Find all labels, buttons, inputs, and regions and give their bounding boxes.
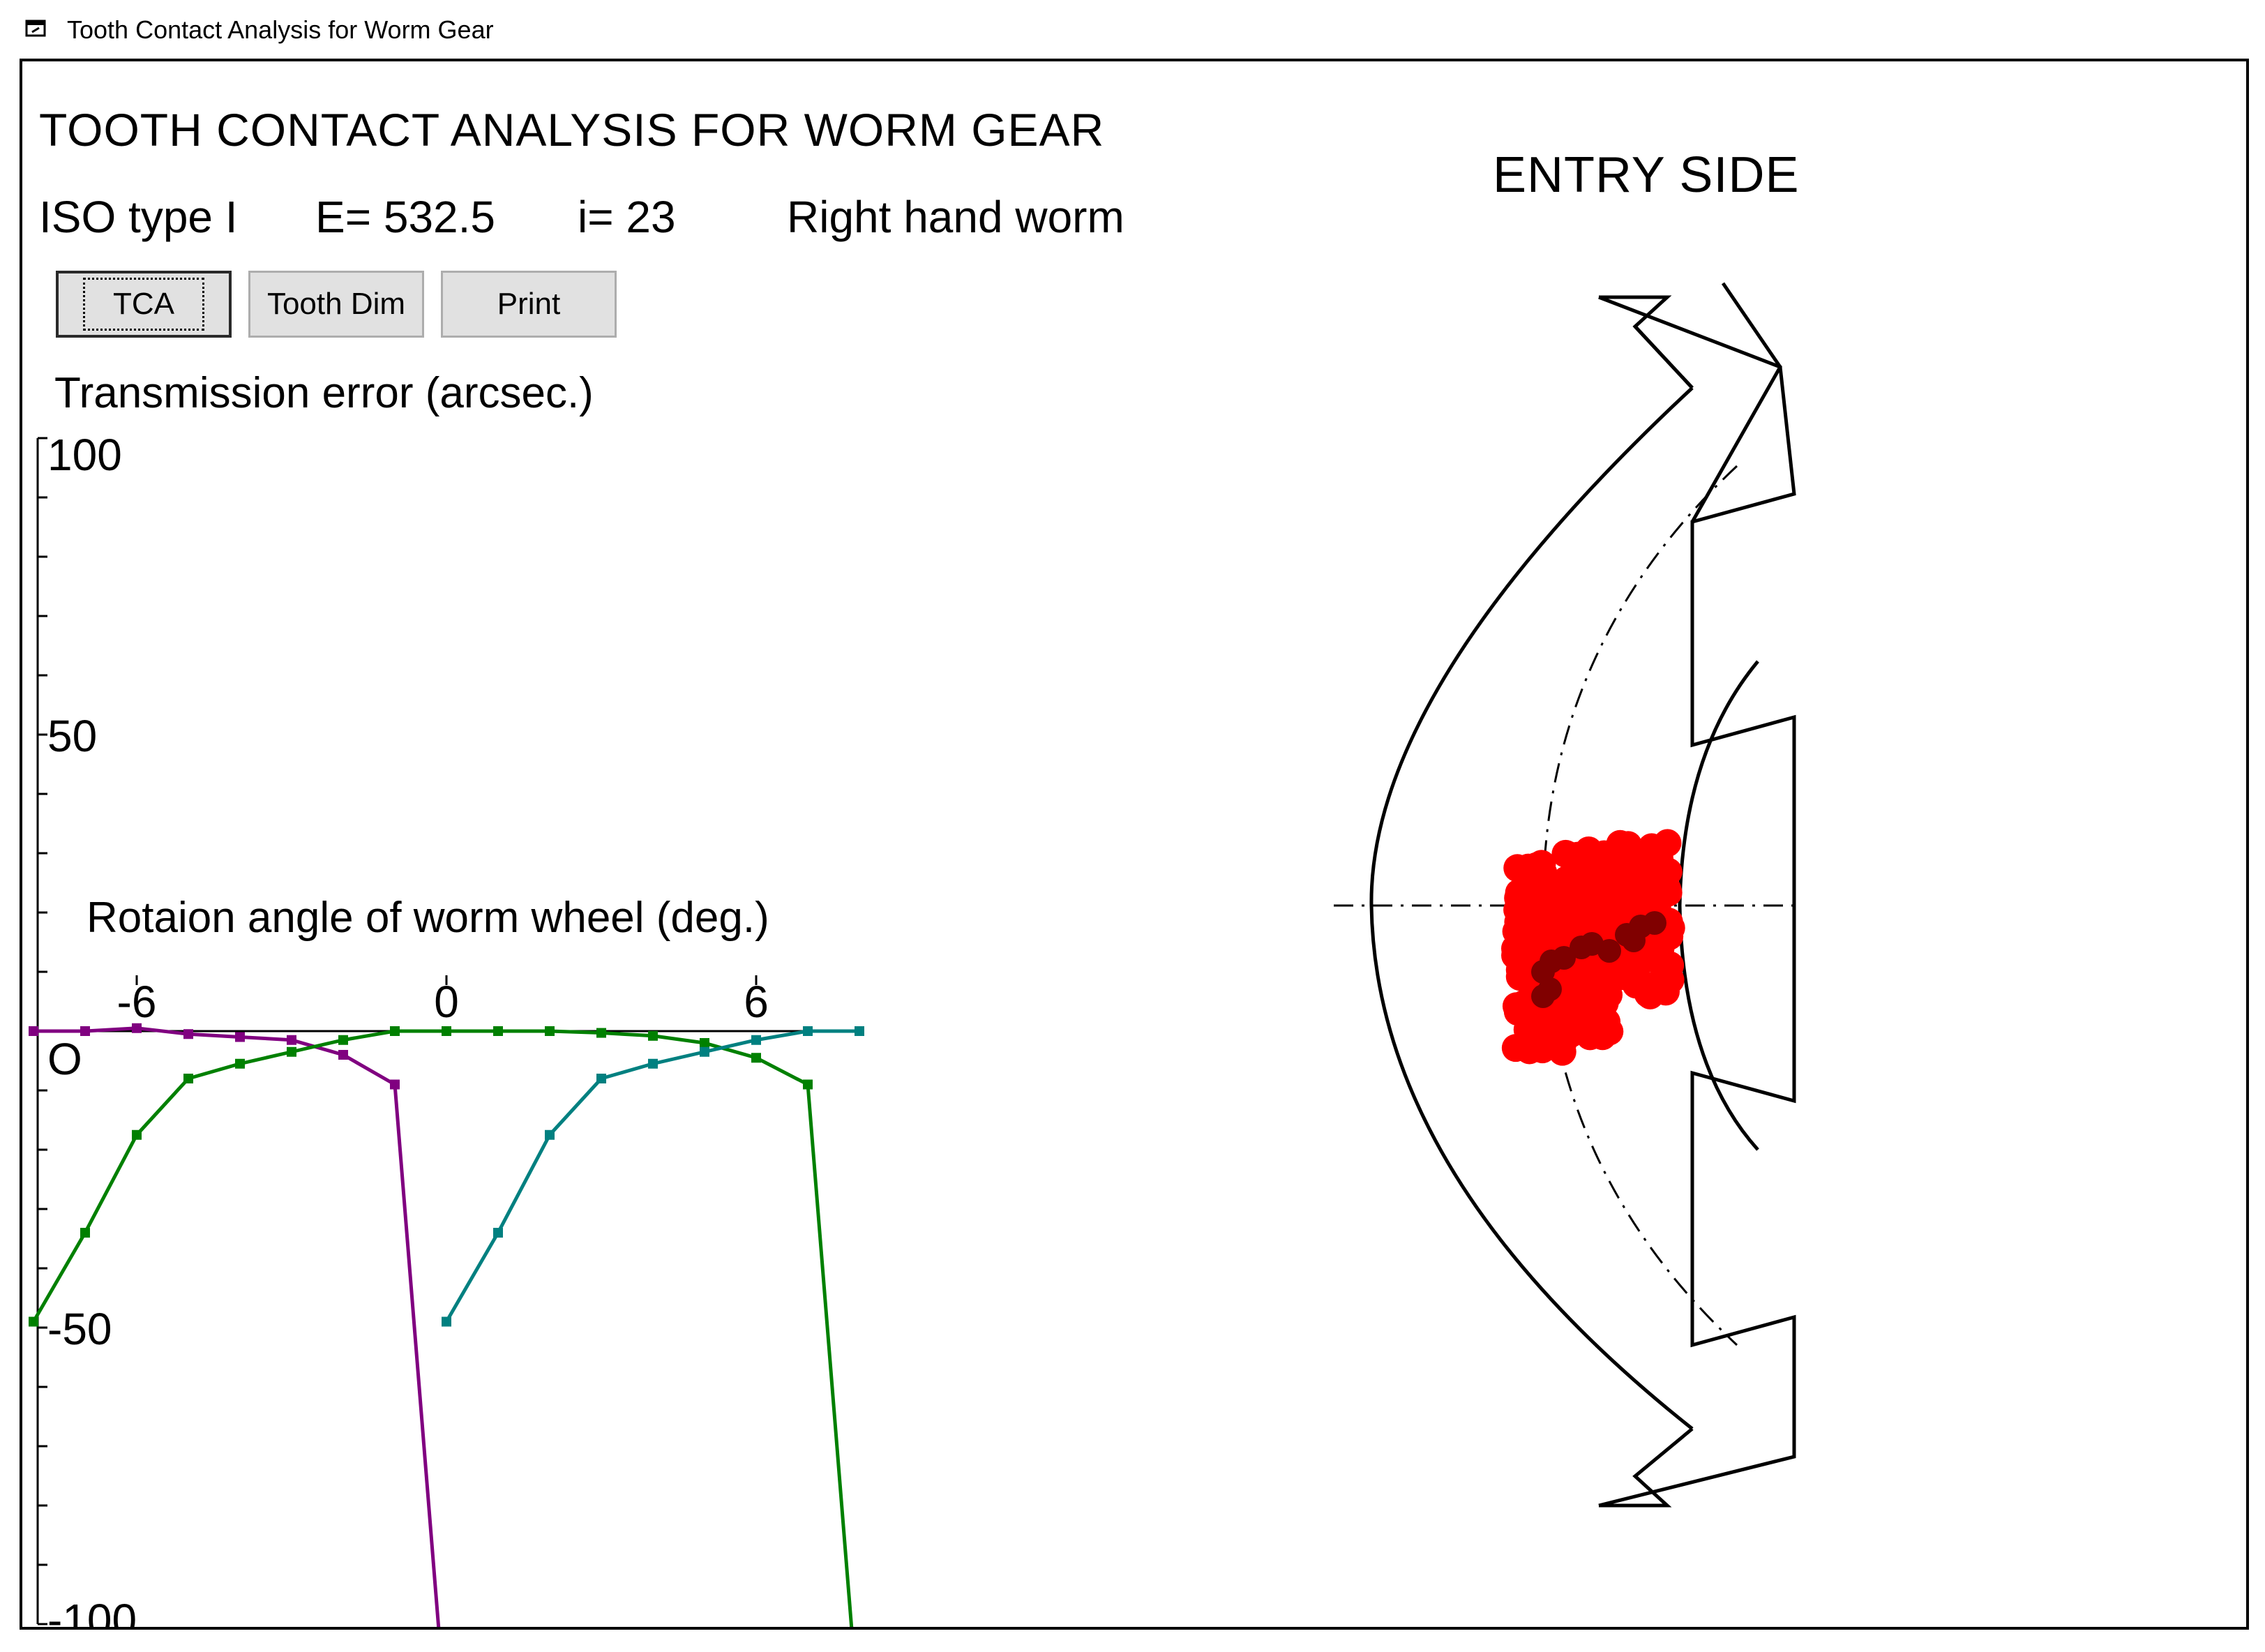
series-point (338, 1035, 348, 1045)
contact-dot (1521, 910, 1550, 939)
contact-dot (1591, 891, 1620, 919)
window-app-icon (25, 20, 46, 37)
contact-dot (1551, 1009, 1579, 1038)
contact-core-dot (1622, 929, 1646, 952)
series-point (183, 1074, 193, 1083)
contact-core-dot (1552, 946, 1576, 970)
contact-dot (1634, 979, 1662, 1008)
series-point (235, 1032, 245, 1042)
x-tick-label: 6 (744, 977, 769, 1027)
series-point (803, 1026, 813, 1036)
series-point (287, 1035, 296, 1045)
series-point (545, 1026, 555, 1036)
series-point (855, 1026, 864, 1036)
series-point (183, 1029, 193, 1039)
hand-label: Right hand worm (787, 192, 1124, 242)
series-point (132, 1023, 142, 1033)
center-distance-label: E= 532.5 (315, 192, 495, 242)
series-point (442, 1026, 451, 1036)
chart-xlabel: Rotaion angle of worm wheel (deg.) (86, 894, 769, 942)
contact-dot (1503, 854, 1532, 883)
x-tick-label: -6 (117, 977, 157, 1027)
series-point (29, 1026, 38, 1036)
series-point (700, 1046, 709, 1057)
y-tick-label: 50 (47, 711, 97, 761)
app-frame: TOOTH CONTACT ANALYSIS FOR WORM GEAR ISO… (20, 59, 2249, 1630)
print-button[interactable]: Print (441, 271, 617, 338)
series-point (80, 1228, 90, 1238)
y-tick-label: 100 (47, 430, 122, 480)
series-point (493, 1228, 503, 1238)
contact-dot (1503, 998, 1532, 1026)
contact-core-dot (1597, 939, 1621, 963)
series-point (751, 1035, 761, 1045)
series-point (803, 1079, 813, 1090)
chart-title: Transmission error (arcsec.) (54, 369, 594, 417)
series-point (287, 1046, 296, 1057)
series-point (545, 1129, 555, 1140)
series-point (442, 1316, 451, 1327)
window-title: Tooth Contact Analysis for Worm Gear (67, 15, 494, 44)
tca-button-label: TCA (83, 278, 204, 331)
tooth-top-chamfer (1690, 282, 1782, 523)
tooth-dim-button-label: Tooth Dim (266, 287, 406, 321)
series-point (493, 1026, 503, 1036)
series-point (700, 1038, 709, 1048)
series-point (80, 1026, 90, 1036)
series-point (235, 1058, 245, 1069)
contact-dot (1505, 956, 1534, 984)
series-point (390, 1026, 400, 1036)
gear-ratio-label: i= 23 (578, 192, 676, 242)
contact-dot (1562, 853, 1590, 881)
contact-dot (1504, 884, 1533, 913)
x-tick-label: 0 (434, 977, 459, 1027)
contact-core-dot (1531, 984, 1555, 1008)
tooth-bottom-chamfer (1599, 1427, 1694, 1508)
series-point (29, 1316, 38, 1327)
series-line (444, 1029, 859, 1323)
print-button-label: Print (497, 287, 561, 321)
transmission-error-chart: 100 50 O -50 -100 -6 0 6 (29, 430, 864, 1630)
contact-dot (1614, 831, 1643, 859)
tooth-outer-arc (1369, 386, 1694, 1430)
contact-dot (1551, 894, 1580, 923)
series-point (596, 1028, 606, 1038)
contact-dot (1653, 829, 1682, 857)
y-tick-label: O (47, 1034, 82, 1084)
window-titlebar: Tooth Contact Analysis for Worm Gear (0, 0, 2265, 57)
series-line (31, 1029, 854, 1627)
series-point (648, 1058, 658, 1069)
tooth-rim-outline (1598, 295, 1796, 1508)
series-point (338, 1050, 348, 1060)
contact-dot (1501, 1034, 1530, 1062)
series-point (648, 1030, 658, 1041)
series-point (751, 1053, 761, 1063)
tooth-pitch-arc (1542, 465, 1738, 1346)
contact-dot (1656, 966, 1685, 994)
contact-pattern-inner (1531, 911, 1666, 1008)
contact-dot (1653, 875, 1682, 903)
page-title: TOOTH CONTACT ANALYSIS FOR WORM GEAR (39, 104, 1105, 156)
contact-dot (1548, 1037, 1577, 1066)
contact-dot (1623, 860, 1651, 889)
series-point (132, 1129, 142, 1140)
entry-side-label: ENTRY SIDE (1493, 147, 1800, 203)
series-point (596, 1074, 606, 1083)
iso-type-label: ISO type I (39, 192, 238, 242)
tooth-inner-arc (1678, 660, 1759, 1151)
contact-dot (1556, 968, 1585, 997)
tooth-dim-button[interactable]: Tooth Dim (248, 271, 424, 338)
contact-pattern-diagram (1334, 282, 1796, 1508)
y-tick-label: -50 (47, 1304, 112, 1354)
contact-dot (1590, 989, 1619, 1018)
contact-core-dot (1643, 911, 1666, 935)
y-tick-label: -100 (47, 1595, 137, 1630)
tca-button[interactable]: TCA (56, 271, 232, 338)
series-point (390, 1079, 400, 1090)
